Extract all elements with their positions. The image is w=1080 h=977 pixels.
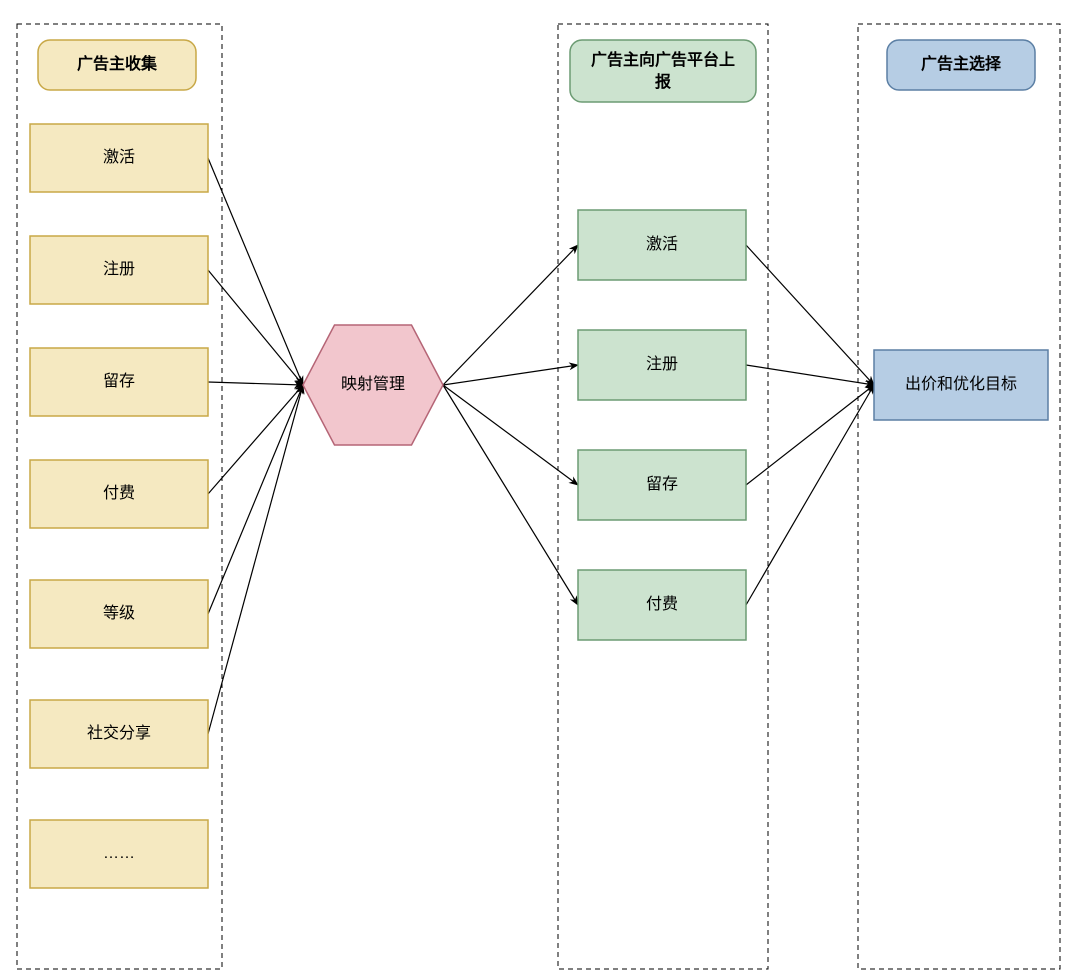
- edge-report-to-target: [746, 385, 874, 485]
- edge-source-to-hex: [208, 385, 303, 614]
- report-node-label: 注册: [646, 355, 678, 373]
- source-node-label: 社交分享: [87, 724, 151, 742]
- source-node-label: ……: [103, 845, 135, 862]
- source-node-label: 激活: [103, 148, 135, 166]
- column-header-label: 广告主向广告平台上: [591, 50, 735, 69]
- source-node-label: 等级: [103, 604, 135, 622]
- column-container: [858, 24, 1060, 969]
- target-node-label: 出价和优化目标: [905, 375, 1017, 393]
- edge-source-to-hex: [208, 382, 303, 385]
- column-header: [570, 40, 756, 102]
- source-node-label: 留存: [103, 372, 135, 390]
- edge-report-to-target: [746, 245, 874, 385]
- edge-report-to-target: [746, 385, 874, 605]
- column-header-label: 报: [655, 72, 671, 91]
- edge-hex-to-report: [443, 365, 578, 385]
- mapping-hexagon-label: 映射管理: [341, 375, 405, 393]
- source-node-label: 付费: [103, 484, 135, 502]
- edge-report-to-target: [746, 365, 874, 385]
- report-node-label: 留存: [646, 475, 678, 493]
- flow-diagram: 广告主收集 广告主向广告平台上报 广告主选择 激活注册留存付费等级社交分享 …… 激活注…: [0, 0, 1080, 977]
- source-node-label: 注册: [103, 260, 135, 278]
- report-node-label: 激活: [646, 235, 678, 253]
- column-header-label: 广告主选择: [921, 54, 1002, 73]
- report-node-label: 付费: [646, 595, 678, 613]
- column-header-label: 广告主收集: [77, 54, 158, 73]
